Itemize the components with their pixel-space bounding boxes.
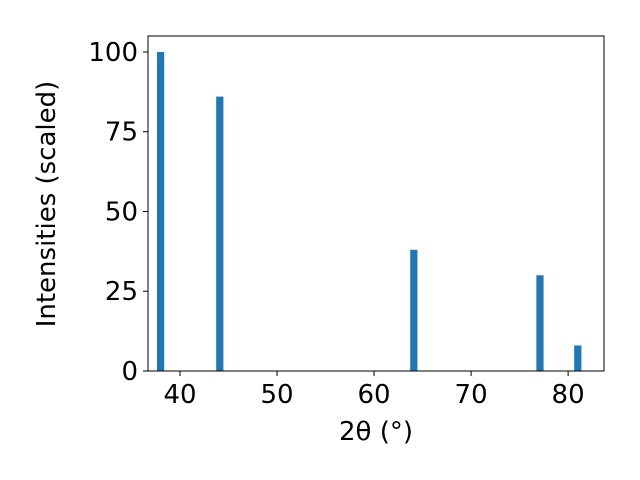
y-tick-label: 75 [105,118,138,148]
bar [157,51,165,371]
x-axis-label: 2θ (°) [339,417,413,447]
x-tick-label: 80 [552,380,585,410]
x-tick-label: 40 [163,380,196,410]
bar [216,96,224,371]
bar [410,249,418,371]
y-axis-label: Intensities (scaled) [32,81,62,328]
y-tick-label: 25 [105,277,138,307]
x-tick-label: 50 [260,380,293,410]
x-tick-label: 70 [455,380,488,410]
x-tick-label: 60 [358,380,391,410]
y-tick-label: 50 [105,197,138,227]
plot-frame [147,35,605,372]
bar [574,345,582,371]
y-tick-label: 100 [88,38,138,68]
bar [536,275,544,371]
y-tick-label: 0 [121,357,138,387]
